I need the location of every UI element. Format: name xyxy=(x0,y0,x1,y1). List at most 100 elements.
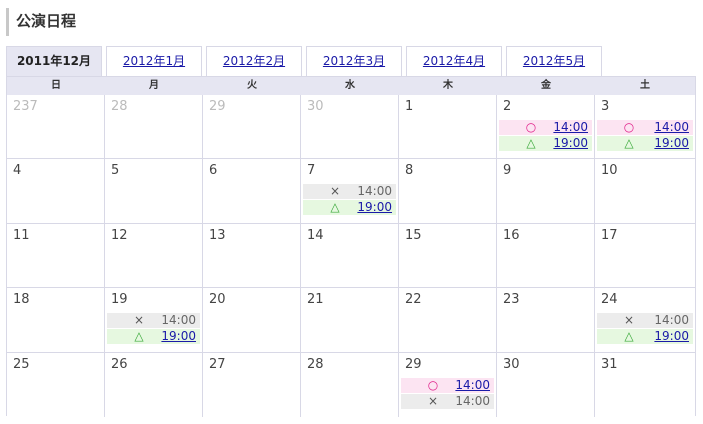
performance-time-link[interactable]: 19:00 xyxy=(654,329,689,344)
calendar-day-cell: 7 × 14:00 △ 19:00 xyxy=(301,159,399,224)
performance-slot: × 14:00 xyxy=(597,313,693,329)
performance-time-link[interactable]: 14:00 xyxy=(455,377,490,392)
triangle-status-icon: △ xyxy=(526,136,536,150)
day-number: 19 xyxy=(111,292,128,308)
day-number: 8 xyxy=(405,163,414,179)
performance-time-link[interactable]: 14:00 xyxy=(553,120,588,134)
day-number: 17 xyxy=(601,227,618,243)
circle-status-icon: ○ xyxy=(623,120,635,134)
day-number: 24 xyxy=(601,292,618,308)
calendar-day-cell: 17 xyxy=(595,223,695,289)
calendar-day-cell: 28 xyxy=(301,352,399,417)
performance-slot: × 14:00 xyxy=(303,184,396,200)
tab-month-1[interactable]: 2012年1月 xyxy=(106,46,202,76)
day-number: 2 xyxy=(503,99,512,114)
day-number: 4 xyxy=(13,163,22,179)
calendar-day-cell: 29 ○ 14:00 × 14:00 xyxy=(399,352,497,417)
performance-time: 14:00 xyxy=(161,313,196,328)
calendar-day-cell: 26 xyxy=(105,352,203,417)
day-number: 23 xyxy=(503,292,520,308)
day-number: 1 xyxy=(405,99,414,114)
day-number: 28 xyxy=(307,356,324,372)
calendar-day-cell: 31 xyxy=(595,352,695,417)
day-number: 29 xyxy=(209,99,226,114)
day-number: 26 xyxy=(111,356,128,372)
day-number: 10 xyxy=(601,163,618,179)
calendar-day-cell: 15 xyxy=(399,223,497,289)
performance-time-link[interactable]: 14:00 xyxy=(654,120,689,134)
performance-slot: × 14:00 xyxy=(401,393,494,409)
day-number: 16 xyxy=(503,227,520,243)
weekday-header: 日月火水木金土 xyxy=(7,77,695,95)
performance-time-link[interactable]: 19:00 xyxy=(161,329,196,344)
circle-status-icon: ○ xyxy=(427,377,439,392)
day-number: 18 xyxy=(13,292,30,308)
performance-slot: △ 19:00 xyxy=(107,329,200,345)
tab-month-2[interactable]: 2012年2月 xyxy=(206,46,302,76)
tab-month-0[interactable]: 2011年12月 xyxy=(6,46,102,76)
calendar-day-cell: 24 × 14:00 △ 19:00 xyxy=(595,288,695,353)
calendar-day-cell: 16 xyxy=(497,223,595,289)
day-number: 6 xyxy=(209,163,218,179)
calendar-day-cell: 22 xyxy=(399,288,497,353)
weekday-label: 月 xyxy=(149,80,159,91)
day-number: 30 xyxy=(503,356,520,372)
day-number: 3 xyxy=(601,99,610,114)
day-number: 30 xyxy=(307,99,324,114)
performance-slot: × 14:00 xyxy=(107,313,200,329)
cross-status-icon: × xyxy=(623,313,635,328)
calendar-day-cell: 5 xyxy=(105,159,203,224)
weekday-label: 日 xyxy=(51,80,61,91)
calendar-day-cell: 30 xyxy=(497,352,595,417)
weekday-label: 火 xyxy=(247,80,257,91)
performance-time-link[interactable]: 19:00 xyxy=(357,200,392,215)
calendar-day-cell: 20 xyxy=(203,288,301,353)
performance-time: 14:00 xyxy=(357,184,392,199)
tab-month-4[interactable]: 2012年4月 xyxy=(406,46,502,76)
calendar-day-cell: 11 xyxy=(7,223,105,289)
month-tabs: 2011年12月 2012年1月 2012年2月 2012年3月 2012年4月 2012… xyxy=(6,46,696,76)
day-number: 12 xyxy=(111,227,128,243)
weekday-label: 水 xyxy=(345,80,355,91)
calendar-day-cell: 18 xyxy=(7,288,105,353)
circle-status-icon: ○ xyxy=(525,120,537,134)
performance-slot: ○ 14:00 xyxy=(597,120,693,135)
day-number: 27 xyxy=(209,356,226,372)
tab-month-3[interactable]: 2012年3月 xyxy=(306,46,402,76)
performance-slot: △ 19:00 xyxy=(597,329,693,345)
performance-time-link[interactable]: 19:00 xyxy=(553,136,588,150)
weekday-label: 土 xyxy=(640,80,650,91)
calendar-day-cell: 23 xyxy=(497,288,595,353)
calendar-day-cell: 30 xyxy=(301,95,399,160)
calendar-day-cell: 14 xyxy=(301,223,399,289)
triangle-status-icon: △ xyxy=(624,136,634,150)
performance-slot: ○ 14:00 xyxy=(401,377,494,393)
performance-slot: △ 19:00 xyxy=(597,136,693,151)
calendar-grid: 日月火水木金土 237 28 29 30 1 2 ○ 14:00 △ 19:00 3 ○ 14:00 △ 1… xyxy=(6,76,696,417)
calendar-day-cell: 12 xyxy=(105,223,203,289)
day-number: 15 xyxy=(405,227,422,243)
performance-slot: △ 19:00 xyxy=(303,200,396,216)
calendar-day-cell: 237 xyxy=(7,95,105,160)
day-number: 9 xyxy=(503,163,512,179)
calendar-day-cell: 2 ○ 14:00 △ 19:00 xyxy=(497,95,595,160)
weekday-label: 木 xyxy=(443,80,453,91)
tab-month-5[interactable]: 2012年5月 xyxy=(506,46,602,76)
calendar-day-cell: 1 xyxy=(399,95,497,160)
calendar-day-cell: 9 xyxy=(497,159,595,224)
day-number: 25 xyxy=(13,356,30,372)
calendar-day-cell: 8 xyxy=(399,159,497,224)
calendar-day-cell: 28 xyxy=(105,95,203,160)
triangle-status-icon: △ xyxy=(134,329,144,344)
cross-status-icon: × xyxy=(427,393,439,408)
day-number: 22 xyxy=(405,292,422,308)
weekday-label: 金 xyxy=(541,80,551,91)
performance-time-link[interactable]: 19:00 xyxy=(654,136,689,150)
day-number: 14 xyxy=(307,227,324,243)
cross-status-icon: × xyxy=(329,184,341,199)
performance-time: 14:00 xyxy=(654,313,689,328)
calendar-day-cell: 4 xyxy=(7,159,105,224)
day-number: 20 xyxy=(209,292,226,308)
calendar-day-cell: 27 xyxy=(203,352,301,417)
day-number: 13 xyxy=(209,227,226,243)
